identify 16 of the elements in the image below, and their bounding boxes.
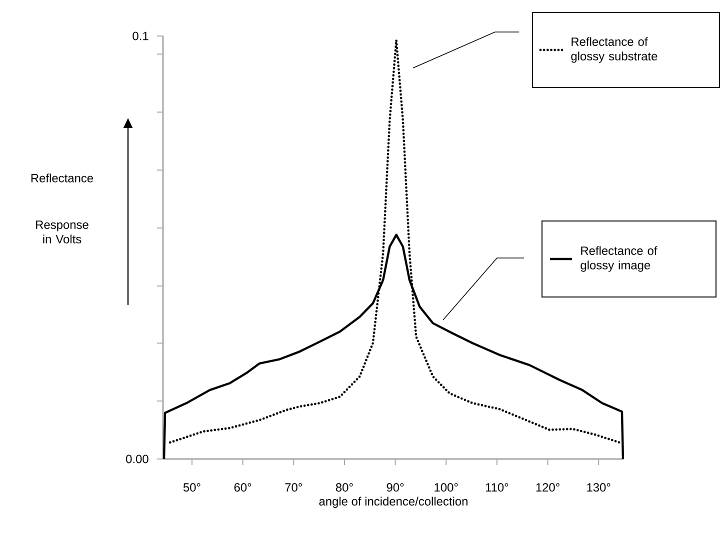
x-tick-label: 110° <box>486 483 508 492</box>
y-tick-label: 0.00 <box>126 454 148 464</box>
text: Response in Volts <box>36 220 88 244</box>
legend-label: Reflectance of glossy substrate <box>571 37 658 63</box>
y-tick-label: 0.1 <box>132 32 148 40</box>
x-tick-label: 120° <box>536 483 560 492</box>
x-tick-label: 50° <box>183 483 200 492</box>
x-tick-label: 100° <box>434 483 458 492</box>
x-axis-title: angle of incidence/collection <box>319 496 468 508</box>
y-axis-title: Reflectance <box>31 174 94 182</box>
legend-label: Reflectance of glossy image <box>580 246 658 272</box>
x-tick-label: 70° <box>285 483 302 492</box>
x-tick-label: 90° <box>386 483 404 492</box>
x-tick-label: 130° <box>587 483 610 492</box>
x-tick-label: 80° <box>336 483 353 492</box>
x-tick-label: 60° <box>234 483 252 492</box>
